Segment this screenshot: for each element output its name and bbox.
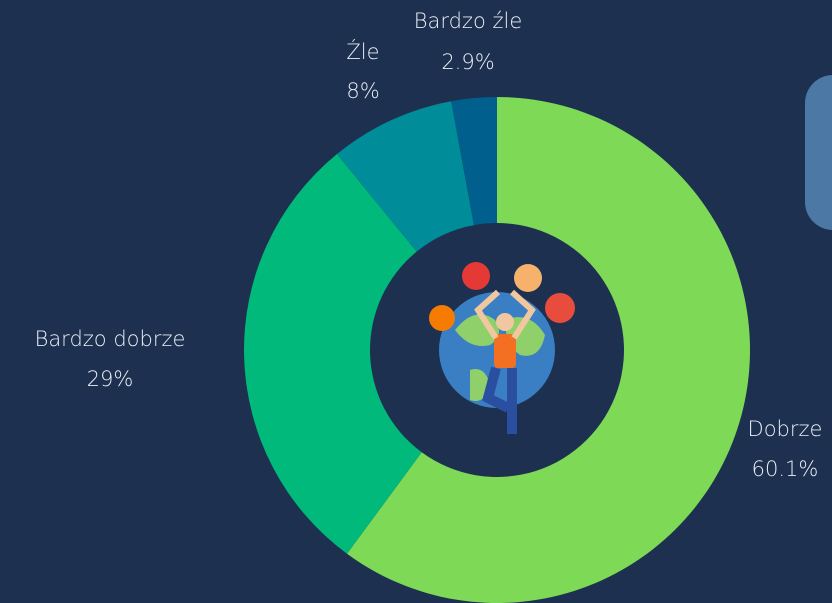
slice-label: Dobrze <box>748 417 823 441</box>
slice-label: Bardzo źle <box>414 9 523 33</box>
slice-value: 29% <box>87 367 134 391</box>
side-card <box>805 75 832 230</box>
slice-value: 2.9% <box>441 50 494 74</box>
chart: Dobrze 60.1% Bardzo dobrze 29% Źle 8% Bardzo ź… <box>0 0 832 603</box>
slice-label: Bardzo dobrze <box>35 327 186 351</box>
slice-value: 60.1% <box>752 457 819 481</box>
page: Dobrze 60.1% Bardzo dobrze 29% Źle 8% Bardzo ź… <box>0 0 832 603</box>
slice-label: Źle <box>346 39 379 64</box>
slice-value: 8% <box>346 79 379 103</box>
